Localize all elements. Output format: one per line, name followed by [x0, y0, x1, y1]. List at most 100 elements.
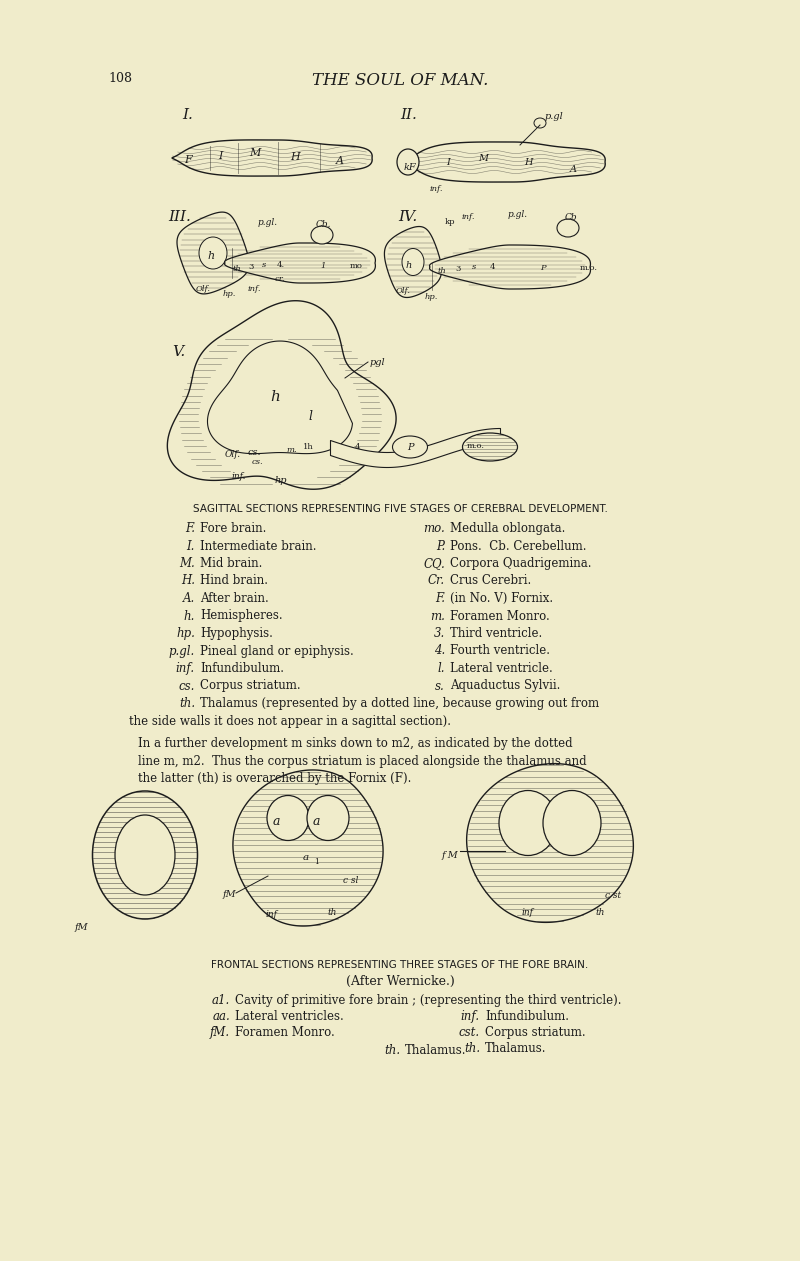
Text: Thalamus.: Thalamus. — [405, 1044, 466, 1057]
Polygon shape — [385, 227, 442, 298]
Polygon shape — [233, 770, 383, 926]
Text: Cb.: Cb. — [316, 219, 331, 230]
Text: fM.: fM. — [210, 1026, 230, 1039]
Text: inf.: inf. — [248, 285, 262, 293]
Text: f M: f M — [442, 851, 458, 860]
Text: 4: 4 — [490, 264, 495, 271]
Text: hp: hp — [275, 475, 287, 485]
Text: Corpus striatum.: Corpus striatum. — [485, 1026, 586, 1039]
Text: After brain.: After brain. — [200, 591, 269, 605]
Text: Hemispheres.: Hemispheres. — [200, 609, 282, 623]
Text: s: s — [262, 261, 266, 269]
Text: Pons.  Cb. Cerebellum.: Pons. Cb. Cerebellum. — [450, 540, 586, 552]
Text: l: l — [308, 410, 312, 422]
Text: 4.: 4. — [434, 644, 445, 657]
Ellipse shape — [307, 796, 349, 841]
Text: A: A — [336, 156, 344, 166]
Text: (After Wernicke.): (After Wernicke.) — [346, 975, 454, 989]
Text: Infundibulum.: Infundibulum. — [200, 662, 284, 675]
Text: cs.: cs. — [178, 680, 195, 692]
Text: th.: th. — [179, 697, 195, 710]
Ellipse shape — [393, 436, 427, 458]
Ellipse shape — [311, 226, 333, 243]
Text: a: a — [272, 815, 280, 828]
Text: P: P — [540, 264, 546, 272]
Text: kp: kp — [445, 218, 455, 226]
Text: a1.: a1. — [212, 994, 230, 1008]
Ellipse shape — [115, 815, 175, 895]
Text: aa.: aa. — [212, 1010, 230, 1023]
Text: c sl: c sl — [343, 876, 358, 885]
Polygon shape — [405, 142, 606, 182]
Text: Hypophysis.: Hypophysis. — [200, 627, 273, 641]
Text: Cr.: Cr. — [428, 575, 445, 588]
Text: Olf.: Olf. — [196, 285, 211, 293]
Text: inf.: inf. — [176, 662, 195, 675]
Text: Olf.: Olf. — [225, 450, 241, 459]
Text: 4: 4 — [355, 443, 361, 451]
Text: h: h — [406, 261, 412, 270]
Text: fM: fM — [223, 890, 237, 899]
Text: I.: I. — [186, 540, 195, 552]
Text: Cb: Cb — [565, 213, 578, 222]
Polygon shape — [177, 212, 249, 294]
Text: A.: A. — [182, 591, 195, 605]
Text: F.: F. — [435, 591, 445, 605]
Polygon shape — [167, 300, 396, 489]
Text: H: H — [524, 158, 532, 166]
Text: fM: fM — [75, 923, 89, 932]
Ellipse shape — [93, 791, 198, 919]
Text: P.: P. — [436, 540, 445, 552]
Text: A: A — [570, 165, 577, 174]
Ellipse shape — [267, 796, 309, 841]
Text: hp.: hp. — [223, 290, 236, 298]
Text: V.: V. — [172, 346, 186, 359]
Text: Mid brain.: Mid brain. — [200, 557, 262, 570]
Text: h: h — [207, 251, 214, 261]
Text: Thalamus (represented by a dotted line, because growing out from: Thalamus (represented by a dotted line, … — [200, 697, 599, 710]
Text: m.: m. — [286, 446, 297, 454]
Text: m.o.: m.o. — [467, 443, 485, 450]
Text: M: M — [478, 154, 488, 163]
Polygon shape — [207, 340, 353, 454]
Text: p.gl.: p.gl. — [169, 644, 195, 657]
Ellipse shape — [397, 149, 419, 175]
Text: cs.: cs. — [252, 458, 264, 467]
Text: th: th — [328, 908, 338, 917]
Text: hp.: hp. — [176, 627, 195, 641]
Polygon shape — [430, 245, 590, 289]
Text: Medulla oblongata.: Medulla oblongata. — [450, 522, 566, 535]
Text: THE SOUL OF MAN.: THE SOUL OF MAN. — [312, 72, 488, 90]
Text: I: I — [218, 151, 222, 161]
Ellipse shape — [534, 119, 546, 129]
Text: M: M — [250, 148, 261, 158]
Text: a: a — [303, 852, 309, 863]
Text: In a further development m sinks down to m2, as indicated by the dotted: In a further development m sinks down to… — [138, 738, 573, 750]
Text: Crus Cerebri.: Crus Cerebri. — [450, 575, 531, 588]
Text: Foramen Monro.: Foramen Monro. — [235, 1026, 334, 1039]
Text: Lateral ventricles.: Lateral ventricles. — [235, 1010, 344, 1023]
Text: F.: F. — [185, 522, 195, 535]
Text: p.gl.: p.gl. — [258, 218, 278, 227]
Text: Intermediate brain.: Intermediate brain. — [200, 540, 317, 552]
Text: Aquaductus Sylvii.: Aquaductus Sylvii. — [450, 680, 560, 692]
Text: th.: th. — [464, 1042, 480, 1055]
Text: inf.: inf. — [232, 472, 246, 480]
Text: hp.: hp. — [425, 293, 438, 301]
Text: m.: m. — [430, 609, 445, 623]
Text: FRONTAL SECTIONS REPRESENTING THREE STAGES OF THE FORE BRAIN.: FRONTAL SECTIONS REPRESENTING THREE STAG… — [211, 960, 589, 970]
Text: (in No. V) Fornix.: (in No. V) Fornix. — [450, 591, 553, 605]
Text: kF: kF — [404, 163, 416, 171]
Text: inf.: inf. — [430, 185, 443, 193]
Text: h.: h. — [184, 609, 195, 623]
Text: Fore brain.: Fore brain. — [200, 522, 266, 535]
Ellipse shape — [402, 248, 424, 275]
Text: Hind brain.: Hind brain. — [200, 575, 268, 588]
Text: inf.: inf. — [462, 213, 475, 221]
Text: 3: 3 — [248, 264, 254, 271]
Text: 1: 1 — [320, 262, 326, 270]
Text: H.: H. — [181, 575, 195, 588]
Text: Cavity of primitive fore brain ; (representing the third ventricle).: Cavity of primitive fore brain ; (repres… — [235, 994, 622, 1008]
Text: CQ.: CQ. — [423, 557, 445, 570]
Text: h: h — [270, 390, 280, 404]
